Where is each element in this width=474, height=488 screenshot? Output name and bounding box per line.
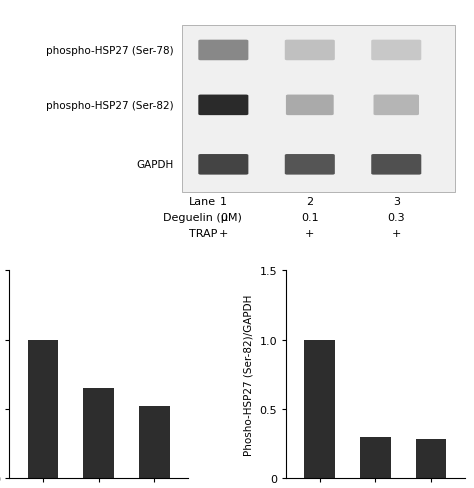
Y-axis label: Phosho-HSP27 (Ser-82)/GAPDH: Phosho-HSP27 (Ser-82)/GAPDH	[244, 294, 254, 455]
Bar	[360, 437, 391, 478]
Text: +: +	[392, 228, 401, 239]
Bar	[304, 340, 335, 478]
Text: phospho-HSP27 (Ser-82): phospho-HSP27 (Ser-82)	[46, 101, 173, 111]
FancyBboxPatch shape	[198, 95, 248, 116]
Text: Lane: Lane	[189, 197, 217, 206]
Text: 2: 2	[306, 197, 313, 206]
Text: 0.1: 0.1	[301, 212, 319, 223]
FancyBboxPatch shape	[371, 41, 421, 61]
Bar	[83, 388, 114, 478]
Bar	[416, 440, 447, 478]
Text: GAPDH: GAPDH	[136, 160, 173, 170]
FancyBboxPatch shape	[285, 41, 335, 61]
Bar	[27, 340, 58, 478]
Text: 0: 0	[220, 212, 227, 223]
FancyBboxPatch shape	[198, 41, 248, 61]
Text: +: +	[305, 228, 314, 239]
Text: Deguelin (μM): Deguelin (μM)	[164, 212, 242, 223]
FancyBboxPatch shape	[286, 95, 334, 116]
Text: 1: 1	[220, 197, 227, 206]
Text: 3: 3	[393, 197, 400, 206]
Text: 0.3: 0.3	[387, 212, 405, 223]
Text: TRAP: TRAP	[189, 228, 217, 239]
FancyBboxPatch shape	[285, 155, 335, 175]
FancyBboxPatch shape	[371, 155, 421, 175]
FancyBboxPatch shape	[198, 155, 248, 175]
Text: phospho-HSP27 (Ser-78): phospho-HSP27 (Ser-78)	[46, 46, 173, 56]
Text: +: +	[219, 228, 228, 239]
Bar	[139, 407, 170, 478]
FancyBboxPatch shape	[374, 95, 419, 116]
FancyBboxPatch shape	[182, 26, 456, 192]
